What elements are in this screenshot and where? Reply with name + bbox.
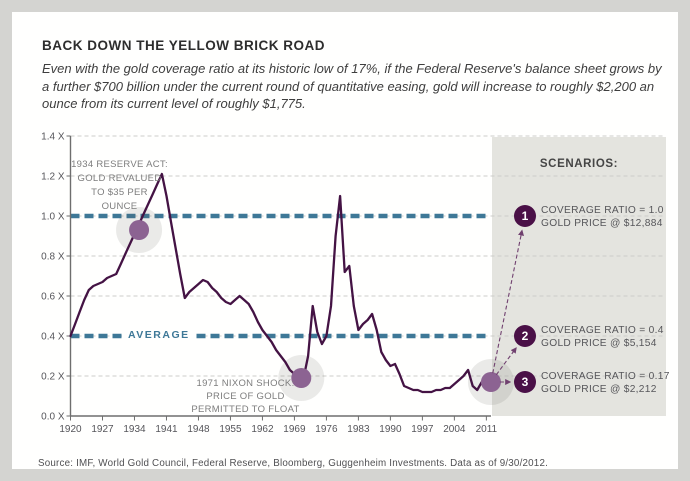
annotation-1934-reserve-act: 1934 RESERVE ACT: GOLD REVALUED TO $35 P…	[71, 159, 168, 212]
scenario-1-number: 1	[521, 209, 529, 223]
x-axis-label: 1976	[315, 424, 338, 435]
x-axis-label: 1990	[379, 424, 402, 435]
chart-title: BACK DOWN THE YELLOW BRICK ROAD	[42, 38, 325, 53]
annotation-1971-nixon-shock: 1971 NIXON SHOCK: PRICE OF GOLD PERMITTE…	[191, 378, 300, 415]
y-axis-label: 0.8 X	[41, 252, 65, 263]
scenario-3-ratio: COVERAGE RATIO = 0.17	[541, 371, 670, 382]
scenario-1-price: GOLD PRICE @ $12,884	[541, 218, 663, 229]
x-axis-label: 1969	[283, 424, 306, 435]
x-axis-label: 1997	[411, 424, 434, 435]
scenario-2-ratio: COVERAGE RATIO = 0.4	[541, 325, 664, 336]
x-axis-label: 1955	[219, 424, 242, 435]
x-axis-label: 1962	[251, 424, 274, 435]
y-axis-label: 1.4 X	[41, 132, 65, 143]
source-note: Source: IMF, World Gold Council, Federal…	[38, 458, 549, 469]
y-axis-label: 0.4 X	[41, 332, 65, 343]
x-axis-label: 1920	[59, 424, 82, 435]
scenario-2-number: 2	[521, 329, 529, 343]
chart-subtitle: Even with the gold coverage ratio at its…	[42, 61, 662, 111]
scenario-2-price: GOLD PRICE @ $5,154	[541, 338, 657, 349]
scenario-3-number: 3	[521, 375, 529, 389]
x-axis-label: 2004	[443, 424, 466, 435]
y-axis-label: 0.2 X	[41, 372, 65, 383]
scenario-3-badge: 3	[514, 371, 536, 393]
scenarios-heading: SCENARIOS:	[539, 158, 619, 170]
scenario-2-label: COVERAGE RATIO = 0.4 GOLD PRICE @ $5,154	[541, 324, 664, 350]
scenario-2-badge: 2	[514, 325, 536, 347]
scenario-1-label: COVERAGE RATIO = 1.0 GOLD PRICE @ $12,88…	[541, 204, 664, 230]
chart-card: BACK DOWN THE YELLOW BRICK ROAD Even wit…	[12, 12, 678, 469]
scenario-1-ratio: COVERAGE RATIO = 1.0	[541, 205, 664, 216]
x-axis-label: 1948	[187, 424, 210, 435]
scenario-1-badge: 1	[514, 205, 536, 227]
x-axis-label: 2011	[476, 424, 498, 435]
x-axis-label: 1927	[91, 424, 114, 435]
scenario-3-price: GOLD PRICE @ $2,212	[541, 384, 657, 395]
highlight-dot	[129, 220, 150, 240]
scenario-3-label: COVERAGE RATIO = 0.17 GOLD PRICE @ $2,21…	[541, 370, 670, 396]
x-axis-label: 1983	[347, 424, 370, 435]
y-axis-label: 0.0 X	[41, 412, 65, 423]
x-axis-label: 1934	[123, 424, 146, 435]
x-axis-label: 1941	[155, 424, 178, 435]
y-axis-label: 0.6 X	[41, 292, 65, 303]
average-reference-label: AVERAGE	[122, 329, 196, 341]
